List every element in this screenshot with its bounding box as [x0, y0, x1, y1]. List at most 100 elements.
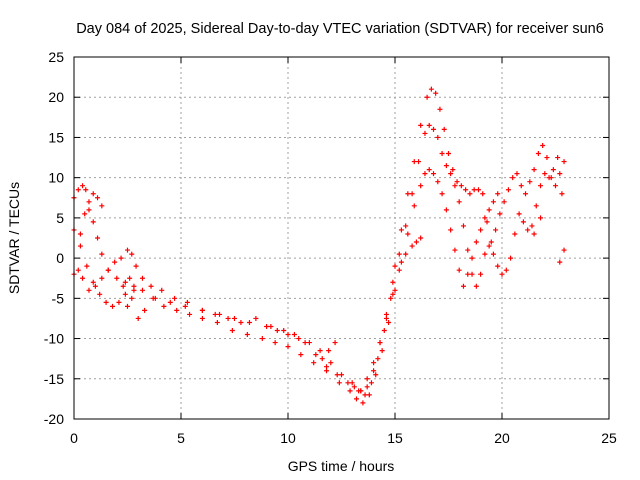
data-point [452, 247, 458, 253]
data-point [95, 235, 101, 241]
data-point [264, 323, 270, 329]
data-point [443, 207, 449, 213]
data-point [306, 340, 312, 346]
data-point [403, 223, 409, 229]
data-point [490, 251, 496, 257]
data-point [448, 227, 454, 233]
data-point [557, 259, 563, 265]
data-point [259, 336, 265, 342]
data-point [122, 291, 128, 297]
data-point [302, 340, 308, 346]
data-point [86, 207, 92, 213]
data-point [285, 332, 291, 338]
data-point [467, 191, 473, 197]
data-point [508, 255, 514, 261]
data-point [546, 175, 552, 181]
data-point [490, 199, 496, 205]
data-point [398, 259, 404, 265]
data-point [317, 348, 323, 354]
data-point [371, 360, 377, 366]
data-point [112, 259, 118, 265]
data-point [212, 311, 218, 317]
plot-frame [73, 56, 610, 420]
series-track-3 [71, 167, 501, 406]
data-point [454, 179, 460, 185]
data-point [272, 340, 278, 346]
data-point [103, 299, 109, 305]
data-point [538, 183, 544, 189]
data-point [422, 171, 428, 177]
data-point [463, 187, 469, 193]
data-point [505, 187, 511, 193]
data-point [435, 179, 441, 185]
data-point [120, 283, 126, 289]
data-point [431, 171, 437, 177]
data-point [465, 271, 471, 277]
x-tick-label-4: 20 [494, 430, 510, 446]
data-point [460, 223, 466, 229]
x-tick-label-5: 25 [601, 430, 617, 446]
data-point [75, 267, 81, 273]
data-point [364, 384, 370, 390]
data-point [437, 106, 443, 112]
data-point [439, 151, 445, 157]
data-point [99, 203, 105, 209]
grid [74, 57, 609, 419]
series-track-4 [77, 191, 567, 394]
data-point [182, 303, 188, 309]
x-tick-label-0: 0 [70, 430, 78, 446]
data-point [529, 223, 535, 229]
data-point [118, 255, 124, 261]
data-point [426, 122, 432, 128]
data-point [518, 183, 524, 189]
series-track-1 [71, 86, 567, 398]
data-point [366, 392, 372, 398]
data-point [473, 283, 479, 289]
y-tick-label-0: -20 [44, 411, 64, 427]
data-point [484, 219, 490, 225]
data-point [512, 231, 518, 237]
data-point [217, 311, 223, 317]
data-point [353, 396, 359, 402]
data-point [99, 275, 105, 281]
data-point [75, 187, 81, 193]
x-tick-label-1: 5 [177, 430, 185, 446]
data-point [439, 191, 445, 197]
data-point [482, 215, 488, 221]
data-point [446, 151, 451, 157]
data-point [298, 352, 304, 358]
data-point [544, 155, 550, 161]
y-tick-label-9: 25 [48, 49, 64, 65]
chart-title: Day 084 of 2025, Sidereal Day-to-day VTE… [76, 21, 604, 37]
data-point [450, 167, 456, 173]
data-point [373, 372, 379, 378]
data-point [184, 299, 190, 305]
data-point [495, 263, 501, 269]
data-point [531, 167, 537, 173]
data-point [125, 303, 130, 309]
data-point [125, 247, 130, 253]
data-point [133, 263, 139, 269]
data-point [561, 159, 567, 165]
data-point [368, 380, 374, 386]
data-point [531, 231, 537, 237]
data-point [77, 231, 83, 237]
y-tick-label-3: -5 [52, 290, 65, 306]
data-point [313, 352, 319, 358]
data-point [411, 203, 417, 209]
data-point [469, 271, 475, 277]
data-point [523, 191, 529, 197]
data-point [296, 336, 302, 342]
data-point [334, 372, 340, 378]
data-point [386, 319, 392, 325]
data-point [431, 126, 437, 132]
data-point [80, 275, 86, 281]
data-point [411, 159, 417, 165]
data-point [561, 247, 567, 253]
data-point [471, 187, 477, 193]
data-point [403, 251, 409, 257]
data-point [503, 267, 509, 273]
data-point [122, 279, 128, 285]
data-point [375, 356, 381, 362]
data-point [424, 94, 430, 100]
